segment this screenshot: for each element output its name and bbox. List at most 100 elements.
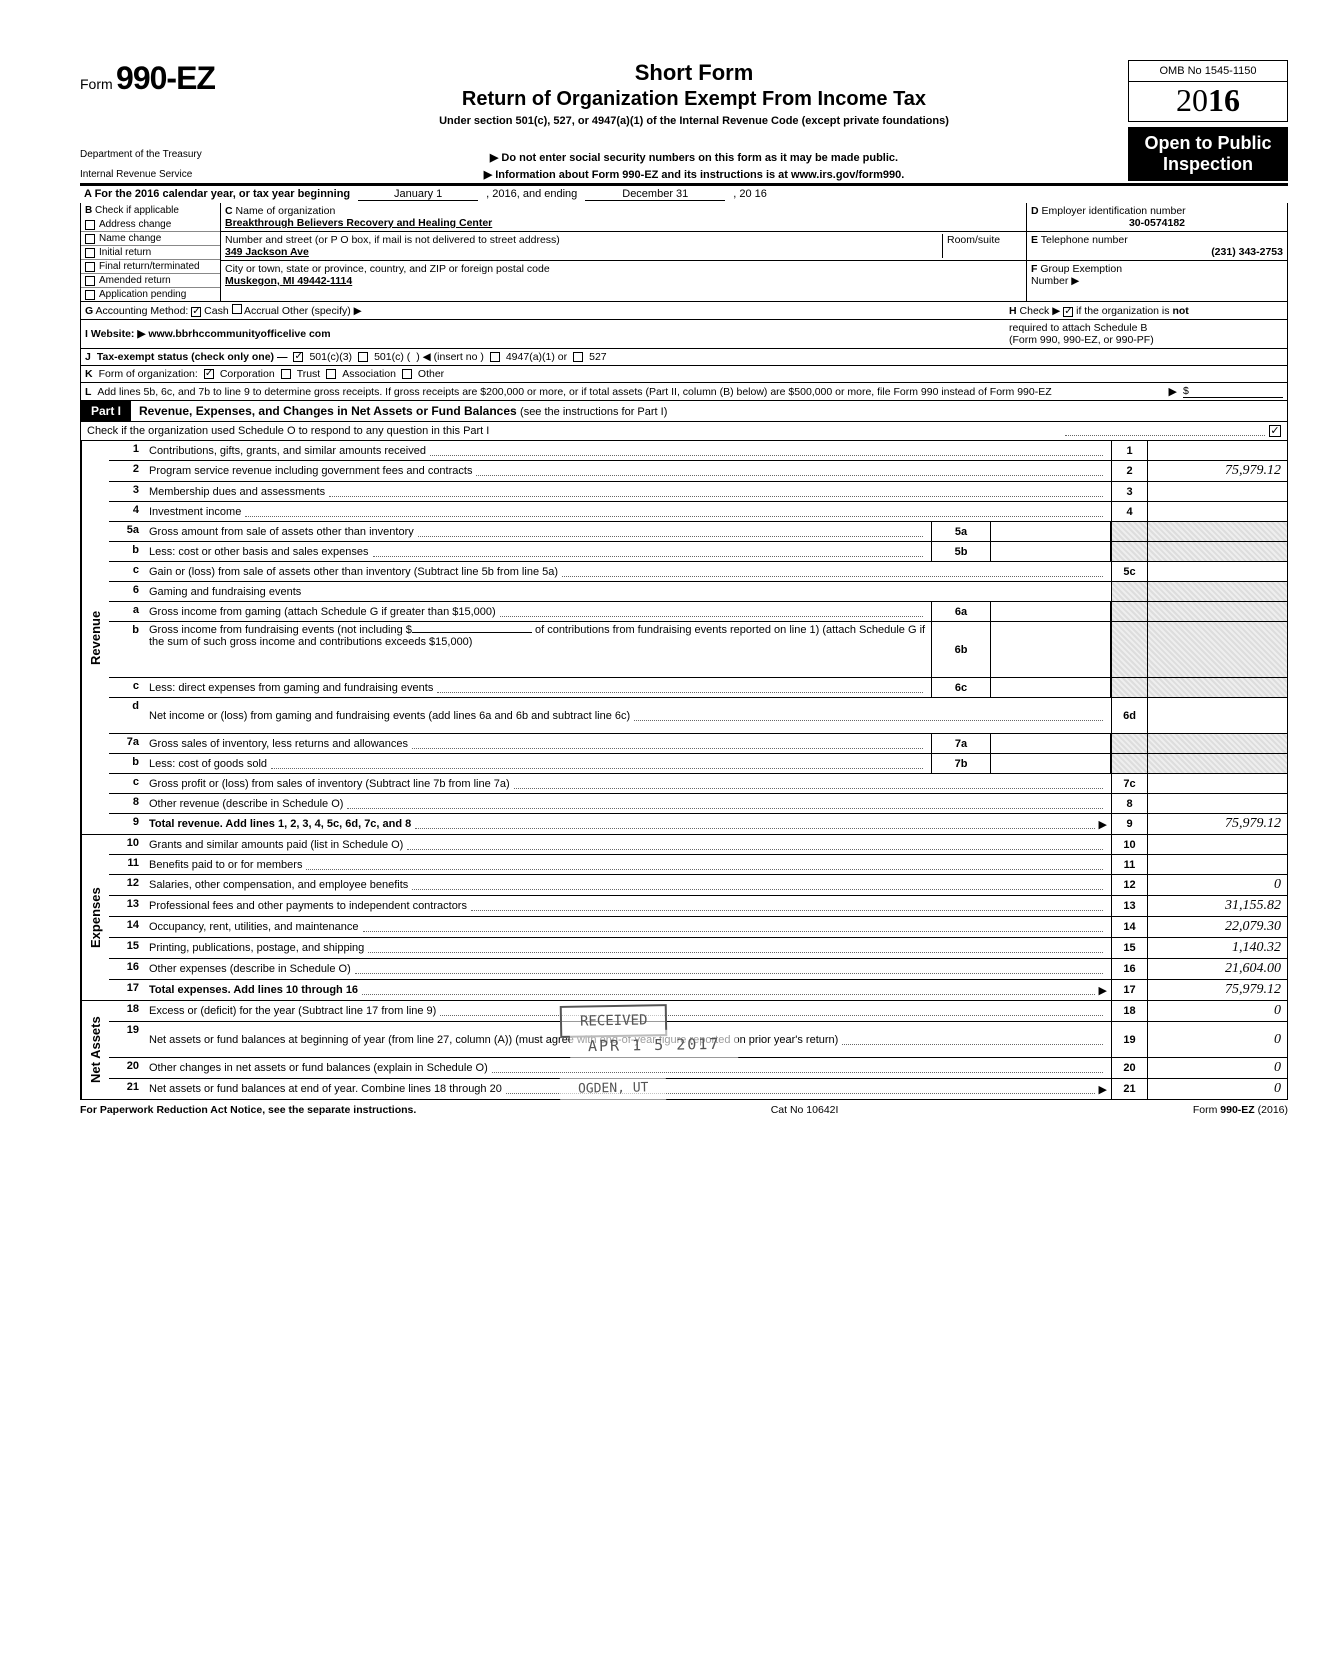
amt-10[interactable] (1147, 835, 1287, 854)
part1-table: Revenue 1Contributions, gifts, grants, a… (80, 441, 1288, 1100)
amt-17[interactable]: 75,979.12 (1147, 980, 1287, 1000)
chk-amended-return[interactable]: Amended return (81, 274, 220, 288)
phone[interactable]: (231) 343-2753 (1031, 246, 1283, 258)
chk-application-pending[interactable]: Application pending (81, 288, 220, 301)
row-a-label: A For the 2016 calendar year, or tax yea… (84, 188, 350, 201)
title-block: Short Form Return of Organization Exempt… (270, 60, 1118, 127)
city-label: City or town, state or province, country… (225, 263, 550, 275)
line-l: L Add lines 5b, 6c, and 7b to line 9 to … (81, 383, 1287, 400)
amt-9[interactable]: 75,979.12 (1147, 814, 1287, 834)
checkbox-cash[interactable] (191, 307, 201, 317)
year-suffix: 16 (1208, 82, 1240, 118)
checkbox-icon (85, 276, 95, 286)
amt-12[interactable]: 0 (1147, 875, 1287, 895)
amt-11[interactable] (1147, 855, 1287, 874)
return-title: Return of Organization Exempt From Incom… (270, 88, 1118, 111)
amt-19[interactable]: 0 (1147, 1022, 1287, 1057)
checkbox-other[interactable] (402, 369, 412, 379)
checkbox-corp[interactable] (204, 369, 214, 379)
checkbox-501c[interactable] (358, 352, 368, 362)
val-5a[interactable] (991, 522, 1111, 541)
header-bottom: Department of the Treasury Internal Reve… (80, 127, 1288, 185)
part-title: Revenue, Expenses, and Changes in Net As… (131, 404, 667, 418)
amt-14[interactable]: 22,079.30 (1147, 917, 1287, 937)
ein[interactable]: 30-0574182 (1031, 217, 1283, 229)
org-name[interactable]: Breakthrough Believers Recovery and Heal… (225, 217, 492, 229)
street-address[interactable]: 349 Jackson Ave (225, 246, 309, 258)
checkbox-accrual[interactable] (232, 304, 242, 314)
dept-irs: Internal Revenue Service (80, 169, 260, 181)
checkbox-icon (85, 290, 95, 300)
amt-16[interactable]: 21,604.00 (1147, 959, 1287, 979)
dept-block: Department of the Treasury Internal Reve… (80, 141, 260, 181)
amt-4[interactable] (1147, 502, 1287, 521)
e-label: E (1031, 234, 1038, 246)
amt-2[interactable]: 75,979.12 (1147, 461, 1287, 481)
val-6c[interactable] (991, 678, 1111, 697)
amt-6d[interactable] (1147, 698, 1287, 733)
checkbox-501c3[interactable] (293, 352, 303, 362)
f-label: F (1031, 263, 1037, 275)
checkbox-icon (85, 248, 95, 258)
warnings-block: ▶ Do not enter social security numbers o… (260, 141, 1128, 181)
val-6b[interactable] (991, 622, 1111, 677)
row-a: A For the 2016 calendar year, or tax yea… (80, 185, 1288, 203)
schedule-o-checkbox[interactable] (1269, 425, 1281, 437)
checkbox-527[interactable] (573, 352, 583, 362)
checkbox-icon (85, 262, 95, 272)
amt-21[interactable]: 0 (1147, 1079, 1287, 1099)
chk-name-change[interactable]: Name change (81, 232, 220, 246)
form-label: Form (80, 76, 113, 92)
under-section: Under section 501(c), 527, or 4947(a)(1)… (270, 115, 1118, 127)
ssn-warning: ▶ Do not enter social security numbers o… (260, 151, 1128, 164)
amt-7c[interactable] (1147, 774, 1287, 793)
street-label: Number and street (or P O box, if mail i… (225, 234, 560, 246)
phone-label: Telephone number (1041, 234, 1128, 246)
amt-13[interactable]: 31,155.82 (1147, 896, 1287, 916)
chk-address-change[interactable]: Address change (81, 218, 220, 232)
row-a-tail: , 20 16 (733, 188, 767, 201)
checkbox-assoc[interactable] (326, 369, 336, 379)
val-7b[interactable] (991, 754, 1111, 773)
checkbox-icon (85, 220, 95, 230)
val-7a[interactable] (991, 734, 1111, 753)
paperwork-notice: For Paperwork Reduction Act Notice, see … (80, 1104, 416, 1116)
year-begin[interactable]: January 1 (358, 188, 478, 201)
6b-contrib[interactable] (412, 632, 532, 633)
val-5b[interactable] (991, 542, 1111, 561)
c-label: C (225, 205, 233, 217)
b-label: B (85, 205, 92, 216)
year-end[interactable]: December 31 (585, 188, 725, 201)
section-c: C Name of organization Breakthrough Beli… (221, 203, 1027, 301)
form-id-block: Form 990-EZ (80, 60, 260, 97)
amt-3[interactable] (1147, 482, 1287, 501)
val-6a[interactable] (991, 602, 1111, 621)
amt-18[interactable]: 0 (1147, 1001, 1287, 1021)
form-header: Form 990-EZ Short Form Return of Organiz… (80, 60, 1288, 127)
checkbox-h[interactable] (1063, 307, 1073, 317)
chk-final-return[interactable]: Final return/terminated (81, 260, 220, 274)
checkbox-icon (85, 234, 95, 244)
part-1-header: Part I Revenue, Expenses, and Changes in… (80, 401, 1288, 422)
chk-initial-return[interactable]: Initial return (81, 246, 220, 260)
header-right: OMB No 1545-1150 2016 (1128, 60, 1288, 122)
city-state-zip[interactable]: Muskegon, MI 49442-1114 (225, 275, 352, 287)
open-line-2: Inspection (1128, 154, 1288, 175)
row-a-mid: , 2016, and ending (486, 188, 577, 201)
b-check-if: Check if applicable (95, 205, 179, 216)
form-number: 990-EZ (116, 60, 215, 96)
amt-20[interactable]: 0 (1147, 1058, 1287, 1078)
revenue-label: Revenue (81, 441, 109, 834)
amt-8[interactable] (1147, 794, 1287, 813)
line-l-amount[interactable]: $ (1183, 385, 1283, 398)
amt-5c[interactable] (1147, 562, 1287, 581)
tax-year: 2016 (1128, 82, 1288, 122)
part-badge: Part I (81, 401, 131, 421)
form-ref: Form 990-EZ (2016) (1193, 1104, 1288, 1116)
amt-15[interactable]: 1,140.32 (1147, 938, 1287, 958)
checkbox-trust[interactable] (281, 369, 291, 379)
lines-g-l: G Accounting Method: Cash Accrual Other … (80, 302, 1288, 401)
website[interactable]: www.bbrhccommunityofficelive com (148, 328, 330, 340)
checkbox-4947[interactable] (490, 352, 500, 362)
amt-1[interactable] (1147, 441, 1287, 460)
